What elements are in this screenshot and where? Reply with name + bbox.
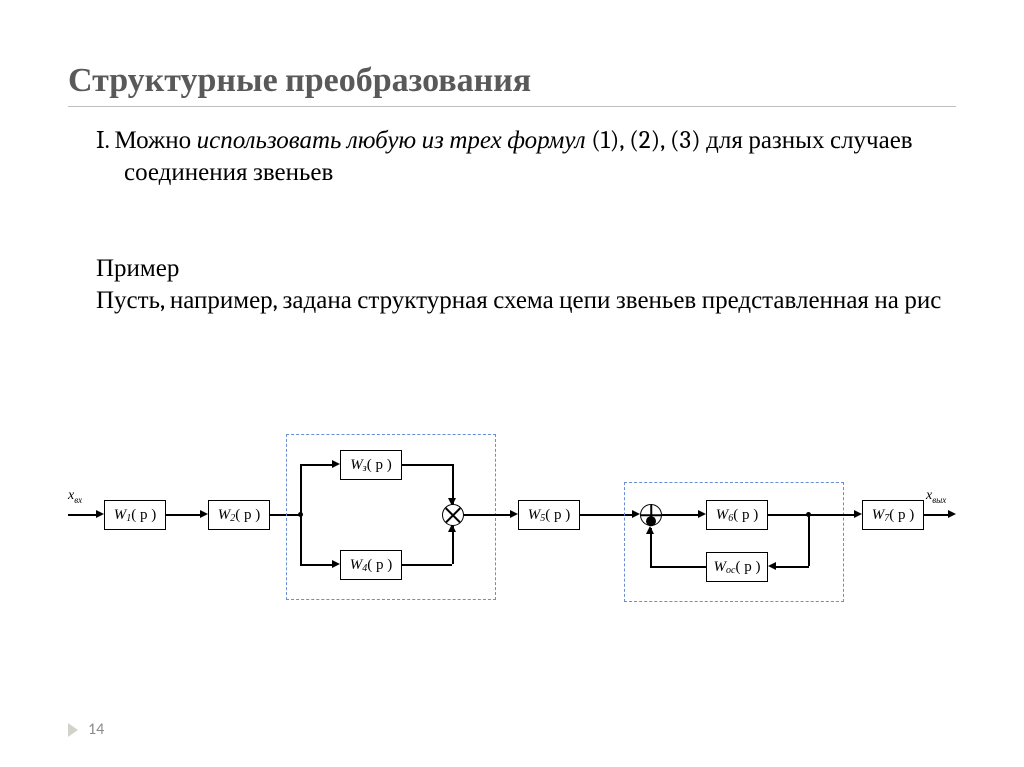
block-w1: W1( p ) [104, 500, 166, 530]
line-w6-out [768, 514, 858, 516]
sum-node-2 [640, 504, 662, 526]
page-number: 14 [88, 720, 104, 739]
block-w3: Wз( p ) [340, 450, 402, 480]
paragraph-1: I. Можно использовать любую из трех форм… [68, 125, 956, 189]
line-sum1-w5 [464, 514, 514, 516]
arrow-sum2-w6 [698, 510, 706, 518]
block-w5: W5( p ) [518, 500, 580, 530]
block-w2: W2( p ) [208, 500, 270, 530]
block-w7: W7( p ) [862, 500, 924, 530]
block-w4: W4( p ) [340, 550, 402, 580]
input-label: xвх [68, 488, 82, 505]
arrow-output [948, 510, 956, 518]
title-rule [68, 106, 956, 107]
line-sum2-w6 [662, 514, 702, 516]
arrow-fb-up [646, 526, 654, 534]
line-w3-out [402, 464, 452, 466]
line-w1-w2 [166, 514, 204, 516]
line-fb-to-woc [774, 566, 809, 568]
line-input [68, 514, 98, 516]
body-text: I. Можно использовать любую из трех форм… [68, 125, 956, 317]
block-diagram: xвх W1( p ) W2( p ) Wз( p ) W4( p ) W5( [68, 426, 956, 616]
chevron-icon [68, 723, 78, 737]
arrow-w1-w2 [200, 510, 208, 518]
line-fb-down [808, 514, 810, 566]
block-w6: W6( p ) [706, 500, 768, 530]
paragraph-3: Пусть, например, задана структурная схем… [68, 285, 956, 317]
output-label: xвых [926, 488, 946, 505]
arrow-w6-w7 [854, 510, 862, 518]
slide-title: Структурные преобразования [68, 60, 956, 100]
footer: 14 [68, 720, 104, 739]
paragraph-2: Пример [68, 253, 956, 285]
arrow-fb-to-woc [768, 562, 776, 570]
arrow-input [96, 510, 104, 518]
block-woc: Wос( p ) [706, 552, 768, 582]
p1-lead: I. Можно [96, 126, 197, 155]
sum-node-1 [442, 504, 464, 526]
arrow-sum1-w5 [510, 510, 518, 518]
p1-italic: использовать любую из трех формул [197, 126, 586, 155]
line-w4-out [402, 564, 452, 566]
line-woc-out [650, 566, 706, 568]
